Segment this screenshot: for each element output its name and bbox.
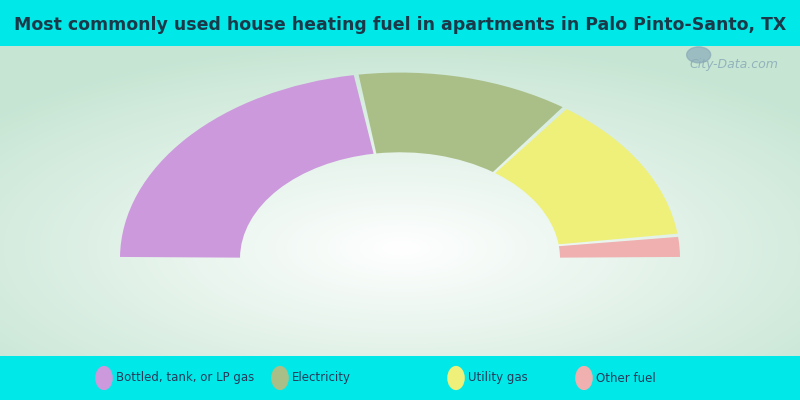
Ellipse shape: [271, 366, 289, 390]
Wedge shape: [358, 72, 562, 172]
Text: Other fuel: Other fuel: [596, 372, 656, 384]
Ellipse shape: [447, 366, 465, 390]
Wedge shape: [120, 75, 374, 258]
Text: Utility gas: Utility gas: [468, 372, 528, 384]
Text: City-Data.com: City-Data.com: [690, 58, 778, 71]
Wedge shape: [495, 109, 678, 244]
Circle shape: [686, 47, 710, 63]
Text: Most commonly used house heating fuel in apartments in Palo Pinto-Santo, TX: Most commonly used house heating fuel in…: [14, 16, 786, 34]
Text: Bottled, tank, or LP gas: Bottled, tank, or LP gas: [116, 372, 254, 384]
Ellipse shape: [575, 366, 593, 390]
Text: Electricity: Electricity: [292, 372, 351, 384]
Wedge shape: [559, 237, 680, 258]
Ellipse shape: [95, 366, 113, 390]
